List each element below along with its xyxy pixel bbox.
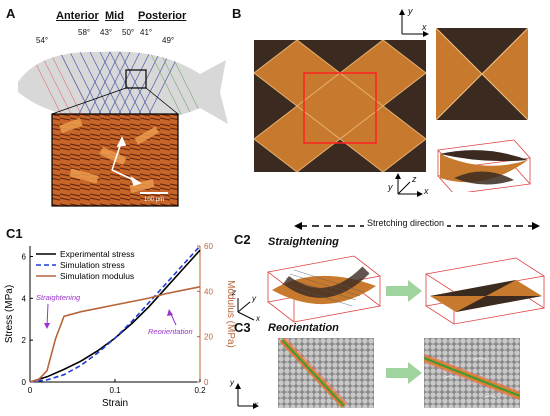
panel-c2-label: C2 (234, 232, 251, 247)
unit-cell-3d-view (437, 139, 531, 192)
angle-label: 50° (122, 28, 135, 37)
axis-y-label: y (230, 378, 234, 387)
unit-cell-top-view (436, 28, 528, 120)
posterior-label: Posterior (138, 10, 187, 22)
x-tick-label: 0 (28, 386, 33, 395)
xy-axis-icon (399, 9, 429, 37)
x-axis-label: Strain (102, 398, 128, 409)
axis-y-label: y (388, 182, 393, 192)
annotation-arrowhead (167, 309, 173, 316)
axis-z-label: z (412, 174, 417, 184)
scale-bar-label: 100 µm (144, 197, 165, 203)
right-arrow-icon (386, 280, 422, 302)
mid-label: Mid (105, 10, 124, 22)
reorientation-final (424, 338, 520, 408)
y2-tick-label: 0 (204, 378, 209, 387)
axis-z-label: z (232, 288, 236, 297)
right-arrow-icon (386, 362, 422, 384)
unit-cell-box (303, 72, 377, 144)
y2-tick-label: 60 (204, 242, 213, 251)
x-tick-label: 0.2 (194, 386, 206, 395)
series-line-simulation-modulus (29, 286, 201, 383)
axis-y-label: y (408, 6, 413, 16)
fish-illustration (18, 51, 228, 207)
deformed-cell-straightened (424, 257, 546, 325)
stretching-arrow (294, 222, 540, 230)
panel-b-label: B (232, 6, 242, 21)
panel-a-label: A (6, 6, 16, 21)
series-line-simulation-stress (29, 245, 201, 383)
y-tick-label: 2 (22, 336, 27, 345)
xy-axis-icon (235, 383, 259, 409)
axis-x-label: x (422, 22, 427, 32)
x-tick-label: 0.1 (109, 386, 121, 395)
y2-axis-label: Modulus (MPa) (225, 280, 236, 348)
panel-c3-label: C3 (234, 320, 251, 335)
axis-x-label: x (254, 400, 258, 409)
y2-tick-label: 20 (204, 333, 213, 342)
angle-label: 54° (36, 36, 49, 45)
fish-body (18, 51, 228, 124)
angle-label: 49° (162, 36, 175, 45)
stretching-direction-label: Stretching direction (364, 218, 448, 228)
legend-label: Simulation stress (60, 260, 125, 270)
arrow-icon (111, 136, 142, 187)
axis-x-label: x (424, 186, 429, 196)
y-tick-label: 4 (22, 294, 27, 303)
panel-c1-label: C1 (6, 226, 23, 241)
legend-label: Experimental stress (60, 249, 135, 259)
deformed-cell-initial (267, 255, 381, 323)
zoom-region-box (125, 69, 147, 89)
annotation-arrowhead (44, 323, 50, 329)
y-tick-label: 0 (22, 378, 27, 387)
annotation-straightening: Straightening (36, 293, 81, 302)
annotation-arrow (46, 303, 49, 327)
c3-title: Reorientation (268, 322, 339, 334)
axis-y-label: y (252, 294, 256, 303)
y2-tick-label: 40 (204, 287, 213, 296)
axis-x-label: x (256, 314, 260, 323)
y-axis-label: Stress (MPa) (4, 285, 15, 343)
legend-label: Simulation modulus (60, 271, 134, 281)
xyz-axis-icon (237, 298, 255, 321)
angle-label: 41° (140, 28, 153, 37)
xyz-axis-icon (395, 173, 423, 197)
angle-label: 58° (78, 28, 91, 37)
c2-title: Straightening (268, 236, 339, 248)
fiber-lattice (254, 40, 426, 172)
y-tick-label: 6 (22, 252, 27, 261)
annotation-reorientation: Reorientation (148, 327, 193, 336)
anterior-label: Anterior (56, 10, 99, 22)
reorientation-initial (278, 338, 374, 408)
angle-label: 43° (100, 28, 113, 37)
